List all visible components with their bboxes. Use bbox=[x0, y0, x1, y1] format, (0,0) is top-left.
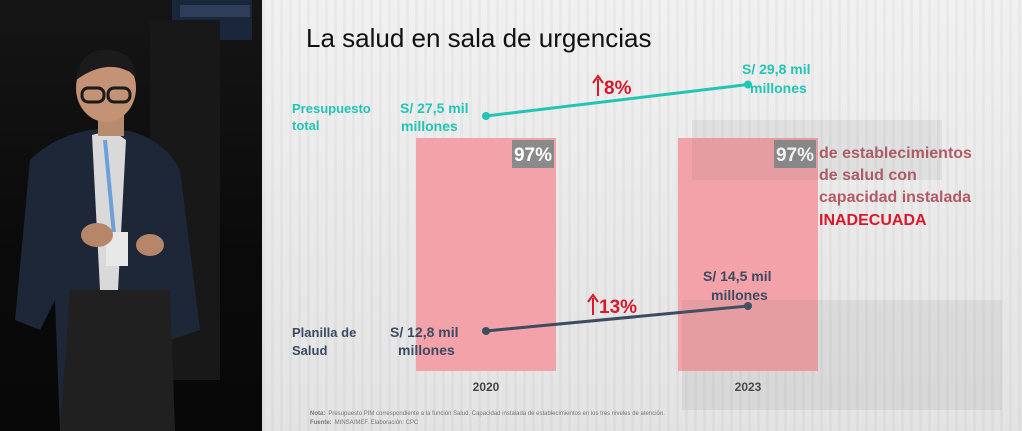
series-value-label-presupuesto-2020: S/ 27,5 mil bbox=[400, 100, 468, 116]
series-value-label-planilla-2020-unit: millones bbox=[398, 342, 455, 358]
series-value-label-planilla-2023: S/ 14,5 mil bbox=[703, 268, 771, 284]
footnote-note: Nota: Presupuesto PIM correspondiente a l… bbox=[310, 411, 665, 417]
series-change-planilla: 13% bbox=[599, 297, 637, 318]
series-name-presupuesto-line-1: Presupuesto bbox=[292, 101, 371, 116]
background-texture bbox=[692, 120, 942, 180]
series-value-label-presupuesto-2020-unit: millones bbox=[401, 118, 458, 134]
series-name-planilla-line-1: Planilla de bbox=[292, 325, 356, 340]
series-name-planilla-line-2: Salud bbox=[292, 343, 327, 358]
speaker-video-panel bbox=[0, 0, 262, 431]
series-value-label-presupuesto-2023: S/ 29,8 mil bbox=[742, 61, 810, 77]
bar-caption-line-2: de salud con bbox=[819, 167, 917, 184]
series-value-label-planilla-2020: S/ 12,8 mil bbox=[390, 324, 458, 340]
x-tick-label-2023: 2023 bbox=[735, 380, 762, 394]
background-texture bbox=[682, 300, 1002, 410]
bar-value-label-2023: 97% bbox=[776, 145, 814, 166]
series-value-label-planilla-2023-unit: millones bbox=[711, 287, 768, 303]
increase-arrow-icon bbox=[587, 293, 599, 315]
series-change-presupuesto: 8% bbox=[604, 78, 632, 99]
series-value-label-presupuesto-2023-unit: millones bbox=[750, 80, 807, 96]
bar-caption-line-3: capacidad instalada bbox=[819, 189, 971, 206]
bar-caption-line-1: de establecimientos bbox=[819, 145, 972, 162]
series-line-presupuesto bbox=[485, 83, 749, 118]
bar-2023 bbox=[678, 138, 818, 371]
bar-value-label-2020: 97% bbox=[514, 145, 552, 166]
speaker-figure bbox=[15, 0, 252, 431]
bar-caption-emphasis: INADECUADA bbox=[819, 212, 927, 229]
x-tick-label-2020: 2020 bbox=[473, 380, 500, 394]
series-line-planilla bbox=[485, 304, 749, 333]
series-name-presupuesto-line-2: total bbox=[292, 118, 319, 133]
series-point-planilla-2020 bbox=[482, 327, 490, 335]
bar-value-badge-2023 bbox=[774, 140, 816, 168]
chart-area: La salud en sala de urgencias 97% 97% 20… bbox=[292, 23, 972, 426]
presentation-slide: La salud en sala de urgencias 97% 97% 20… bbox=[262, 0, 1022, 431]
footnote-source: Fuente: MINSA/MEF. Elaboración: CPC bbox=[310, 420, 419, 426]
increase-arrow-icon bbox=[592, 74, 604, 96]
series-point-presupuesto-2023 bbox=[744, 80, 752, 89]
bar-value-badge-2020 bbox=[512, 140, 554, 168]
chart-title: La salud en sala de urgencias bbox=[306, 23, 651, 53]
series-point-planilla-2023 bbox=[744, 302, 752, 310]
series-point-presupuesto-2020 bbox=[482, 112, 490, 120]
